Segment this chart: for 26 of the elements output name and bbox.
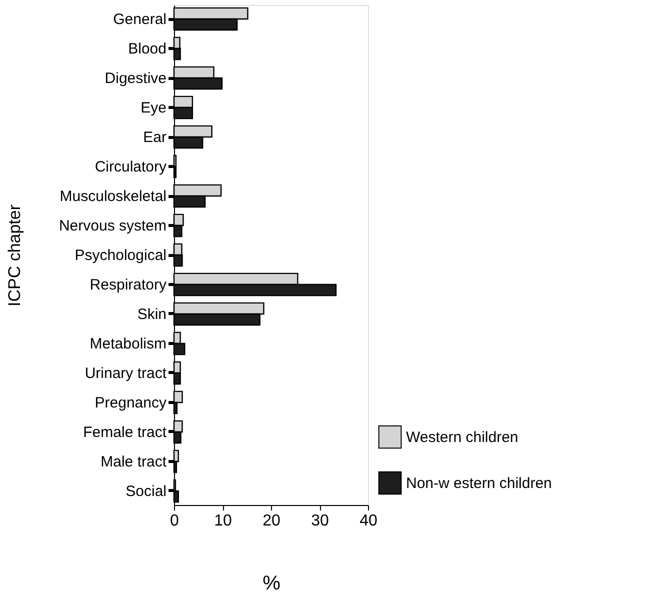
y-tick-label: Male tract bbox=[100, 453, 168, 470]
x-tick-label: 30 bbox=[311, 512, 329, 530]
y-tick-label: Social bbox=[126, 482, 166, 500]
x-tick-label: 20 bbox=[262, 512, 280, 530]
y-tick-label: Musculoskeletal bbox=[60, 188, 166, 206]
x-tick-label: 0 bbox=[170, 512, 180, 530]
legend-label: Non-w estern children bbox=[406, 475, 552, 492]
y-tick-label: Eye bbox=[140, 100, 166, 117]
y-tick-label: Blood bbox=[128, 40, 166, 58]
y-tick-label: Metabolism bbox=[90, 335, 166, 352]
y-axis-title: ICPC chapter bbox=[4, 204, 24, 307]
y-tick-label: Urinary tract bbox=[84, 364, 168, 382]
y-tick-label: General bbox=[113, 11, 166, 28]
x-tick-label: 10 bbox=[214, 512, 232, 530]
y-tick-label: Circulatory bbox=[94, 158, 167, 176]
y-tick-label: Ear bbox=[143, 129, 167, 146]
y-tick-label: Psychological bbox=[74, 247, 166, 264]
y-tick-label: Pregnancy bbox=[94, 394, 167, 412]
x-tick-label: 40 bbox=[360, 512, 378, 530]
y-tick-label: Nervous system bbox=[58, 218, 166, 234]
x-axis-title: % bbox=[262, 572, 281, 592]
y-tick-label: Skin bbox=[137, 306, 166, 323]
y-tick-label: Female tract bbox=[83, 424, 168, 441]
y-tick-label: Digestive bbox=[104, 70, 166, 88]
y-tick-label: Respiratory bbox=[90, 276, 167, 294]
legend-label: Western children bbox=[406, 429, 518, 446]
